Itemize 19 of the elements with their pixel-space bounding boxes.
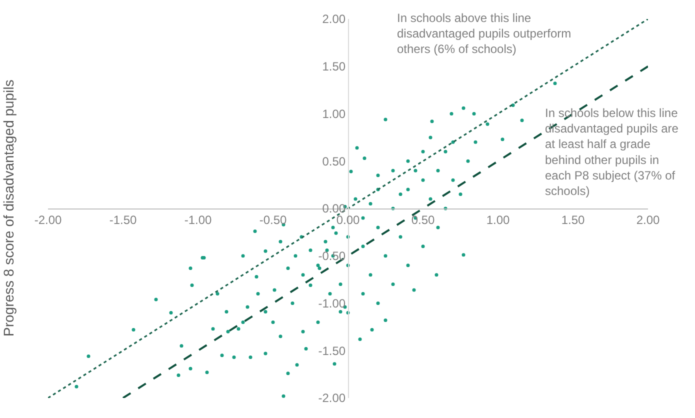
y-axis-title: Progress 8 score of disadvantaged pupils (0, 80, 16, 336)
y-tick-label: -1.50 (318, 344, 346, 358)
y-tick-label: 1.00 (322, 106, 346, 121)
x-tick-label: 1.50 (561, 212, 585, 227)
y-tick-label: 0.50 (322, 154, 346, 168)
x-tick-label: 2.00 (636, 212, 660, 227)
annotation: In schools below this line disadvantaged pupils are at least half a grade behind other pupils in each P8 subject (37% of schools) (545, 106, 679, 198)
x-tick-label: -1.00 (184, 212, 212, 227)
x-tick-label: 1.00 (486, 212, 510, 227)
x-tick-label: -1.50 (109, 212, 137, 227)
x-tick-label: -0.50 (259, 212, 287, 227)
y-tick-label: 1.50 (322, 60, 346, 74)
y-tick-label: -0.50 (318, 249, 346, 264)
y-tick-label: 2.00 (322, 12, 346, 26)
annotation: In schools above this line disadvantaged pupils outperform others (6% of schools) (397, 11, 572, 56)
x-tick-label: 0.50 (411, 212, 435, 227)
y-tick-label: -2.00 (318, 391, 346, 406)
x-tick-label: -2.00 (34, 212, 62, 227)
y-tick-label: -1.00 (318, 296, 346, 310)
